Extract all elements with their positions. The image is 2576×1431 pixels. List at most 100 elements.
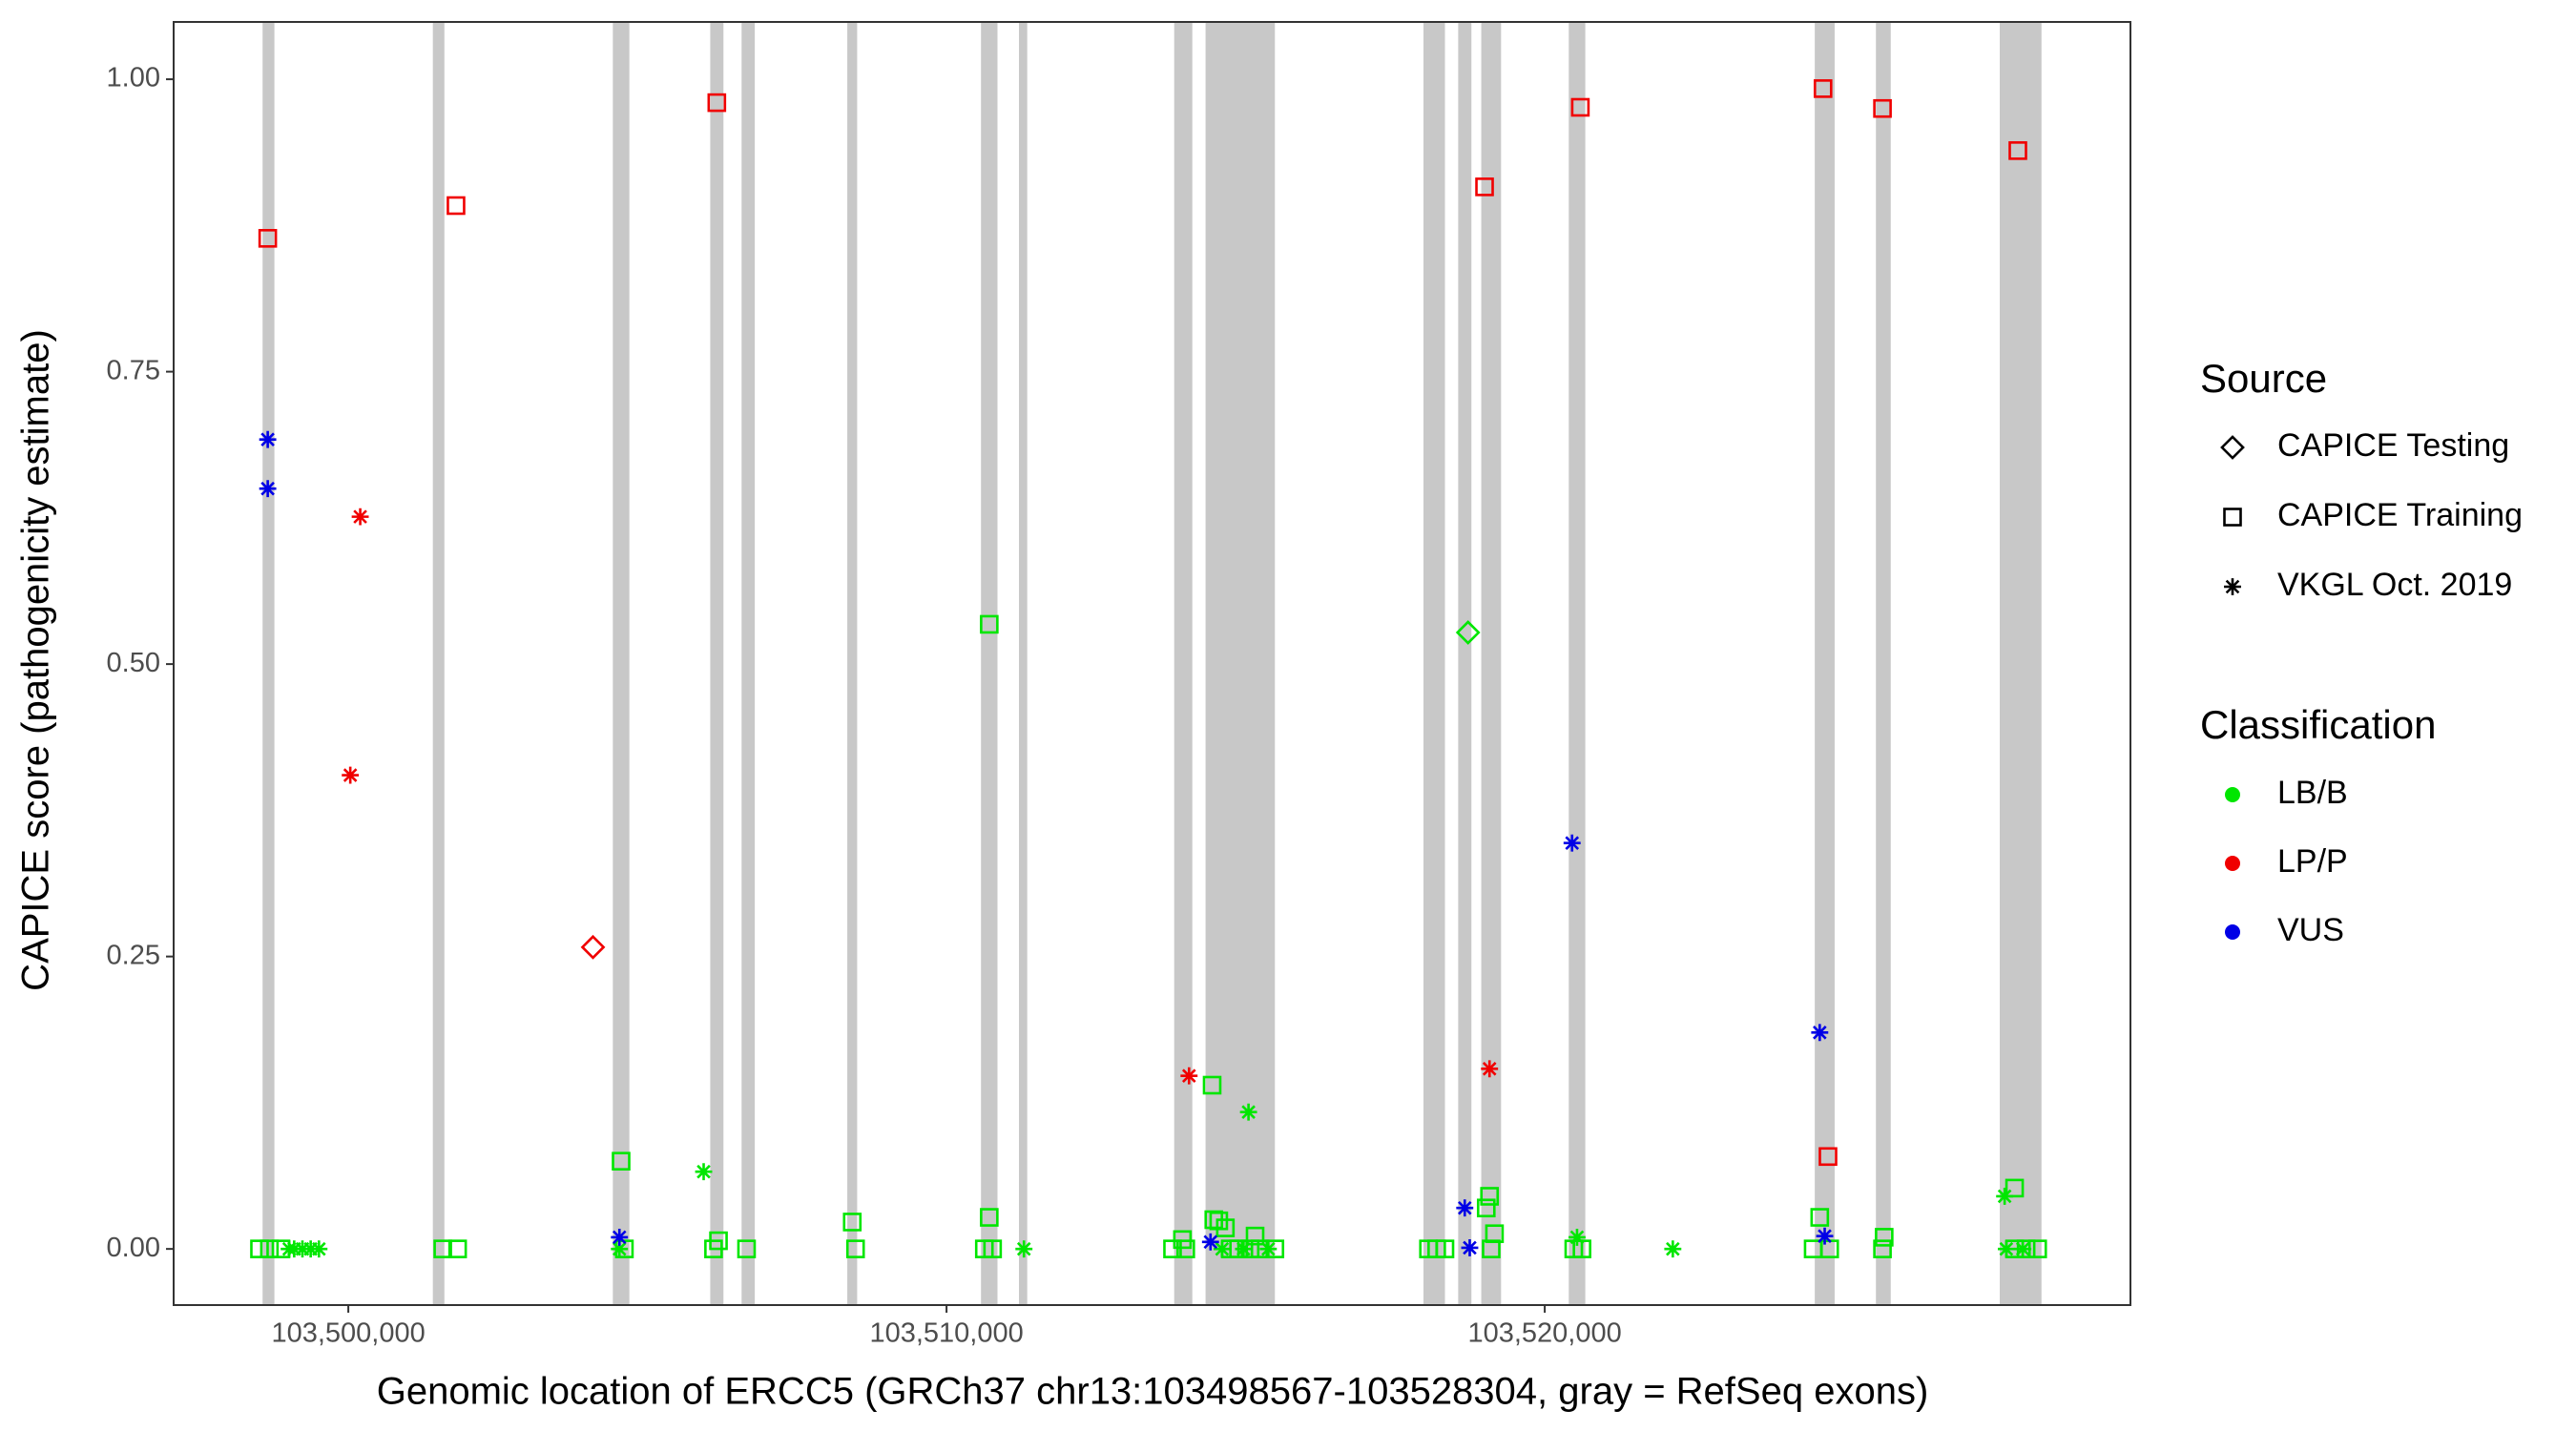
point (611, 1228, 629, 1246)
x-tick-label: 103,520,000 (1467, 1318, 1621, 1349)
point (737, 1239, 757, 1258)
exon-band (432, 22, 445, 1305)
x-axis-title: Genomic location of ERCC5 (GRCh37 chr13:… (377, 1371, 1929, 1413)
legend-key (2225, 856, 2240, 871)
point (1235, 1240, 1253, 1258)
point (259, 480, 277, 498)
exon-band (981, 22, 998, 1305)
point (250, 1239, 269, 1258)
point (695, 1163, 713, 1181)
point (980, 614, 999, 634)
point (1482, 1239, 1501, 1258)
point (980, 1208, 999, 1227)
point (310, 1240, 328, 1258)
legend-label: CAPICE Training (2277, 497, 2523, 533)
exon-band (613, 22, 630, 1305)
point (1570, 97, 1590, 117)
y-tick-label: 0.50 (107, 648, 160, 678)
point (1180, 1067, 1198, 1085)
point (1481, 1060, 1499, 1078)
point (1173, 1230, 1193, 1250)
exon-band (1568, 22, 1586, 1305)
point (704, 1239, 723, 1258)
point (1213, 1240, 1231, 1258)
point (612, 1151, 631, 1171)
exon-band (1174, 22, 1193, 1305)
point (1664, 1240, 1682, 1258)
point (1873, 98, 1892, 118)
exon-band (710, 22, 724, 1305)
point (1816, 1227, 1834, 1245)
exon-band (1876, 22, 1891, 1305)
legend-key (2224, 578, 2241, 595)
point (983, 1239, 1003, 1258)
legend-key (2223, 508, 2242, 527)
exon-band (1999, 22, 2042, 1305)
point (2005, 1178, 2025, 1198)
point (1475, 177, 1494, 197)
point (433, 1239, 452, 1258)
point (1996, 1188, 2014, 1205)
point (1215, 1218, 1236, 1237)
x-tick-label: 103,510,000 (869, 1318, 1023, 1349)
legend-label: VKGL Oct. 2019 (2277, 567, 2512, 603)
y-tick-label: 0.00 (107, 1233, 160, 1263)
legend-title: Source (2200, 356, 2327, 401)
point (1818, 1147, 1838, 1167)
point (845, 1239, 865, 1258)
legend-label: LB/B (2277, 775, 2348, 811)
legend-label: VUS (2277, 912, 2344, 948)
point (1239, 1103, 1257, 1121)
point (1455, 620, 1481, 645)
y-tick-label: 0.75 (107, 355, 160, 385)
point (1015, 1240, 1033, 1258)
point (1811, 1024, 1829, 1042)
point (1245, 1226, 1265, 1246)
exon-band (1205, 22, 1276, 1305)
point (707, 93, 727, 113)
legend-label: LP/P (2277, 843, 2348, 880)
point (1476, 1198, 1496, 1218)
point (1163, 1239, 1182, 1258)
y-tick-label: 0.25 (107, 940, 160, 970)
exon-band (262, 22, 275, 1305)
point (1810, 1208, 1830, 1227)
point (1873, 1239, 1892, 1258)
point (611, 1240, 629, 1258)
point (351, 508, 369, 526)
point (1813, 79, 1833, 98)
point (1563, 834, 1581, 852)
point (2008, 141, 2027, 160)
point (842, 1213, 862, 1232)
exon-band (1019, 22, 1028, 1305)
exon-band (847, 22, 858, 1305)
exon-band (1458, 22, 1472, 1305)
plot-border (173, 21, 2131, 1306)
point (447, 196, 466, 216)
legend-key (2225, 924, 2240, 940)
point (1997, 1240, 2015, 1258)
exon-band (741, 22, 756, 1305)
point (1456, 1199, 1474, 1217)
point (447, 1239, 467, 1258)
y-axis-title: CAPICE score (pathogenicity estimate) (15, 329, 57, 991)
exon-band (1481, 22, 1502, 1305)
point (2014, 1240, 2032, 1258)
legend-key (2220, 435, 2245, 460)
point (1176, 1239, 1195, 1258)
exon-band (1423, 22, 1445, 1305)
point (1201, 1233, 1219, 1251)
point (1875, 1228, 1894, 1247)
point (260, 1239, 280, 1258)
point (580, 934, 606, 960)
point (1480, 1187, 1500, 1206)
x-tick-label: 103,500,000 (271, 1318, 425, 1349)
point (258, 229, 278, 248)
legend-key (2225, 787, 2240, 802)
point (1259, 1240, 1278, 1258)
legend-title: Classification (2200, 702, 2436, 747)
legend-label: CAPICE Testing (2277, 427, 2509, 464)
point (1461, 1239, 1479, 1256)
point (259, 430, 277, 448)
